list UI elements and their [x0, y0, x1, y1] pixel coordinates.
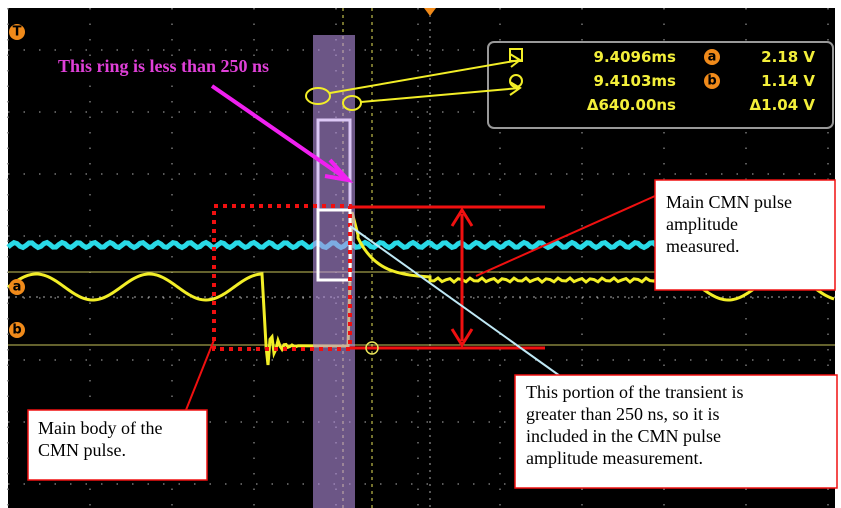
ch-b-label: b: [12, 323, 21, 338]
readout-time: Δ640.00ns: [587, 96, 676, 114]
readout-marker: b: [707, 74, 716, 89]
ch-a-label: a: [13, 280, 22, 295]
readout-marker: a: [708, 50, 717, 65]
readout-voltage: Δ1.04 V: [750, 96, 816, 114]
note-line: included in the CMN pulse: [526, 426, 721, 446]
note-line: greater than 250 ns, so it is: [526, 404, 719, 424]
scope-screenshot: T a b 9.4096ms a 2.18 V 9.4103ms b 1.14 V Δ640…: [0, 0, 841, 508]
note-line: Main body of the: [38, 418, 162, 438]
readout-time: 9.4103ms: [594, 72, 677, 90]
note-line: CMN pulse.: [38, 440, 126, 460]
ring-note: This ring is less than 250 ns: [58, 56, 269, 76]
trigger-label: T: [13, 25, 22, 40]
note-line: Main CMN pulse: [666, 192, 792, 212]
readout-voltage: 2.18 V: [761, 48, 815, 66]
note-line: This portion of the transient is: [526, 382, 743, 402]
readout-time: 9.4096ms: [594, 48, 677, 66]
note-line: amplitude measurement.: [526, 448, 703, 468]
note-line: amplitude: [666, 214, 738, 234]
readout-voltage: 1.14 V: [761, 72, 815, 90]
note-line: measured.: [666, 236, 739, 256]
